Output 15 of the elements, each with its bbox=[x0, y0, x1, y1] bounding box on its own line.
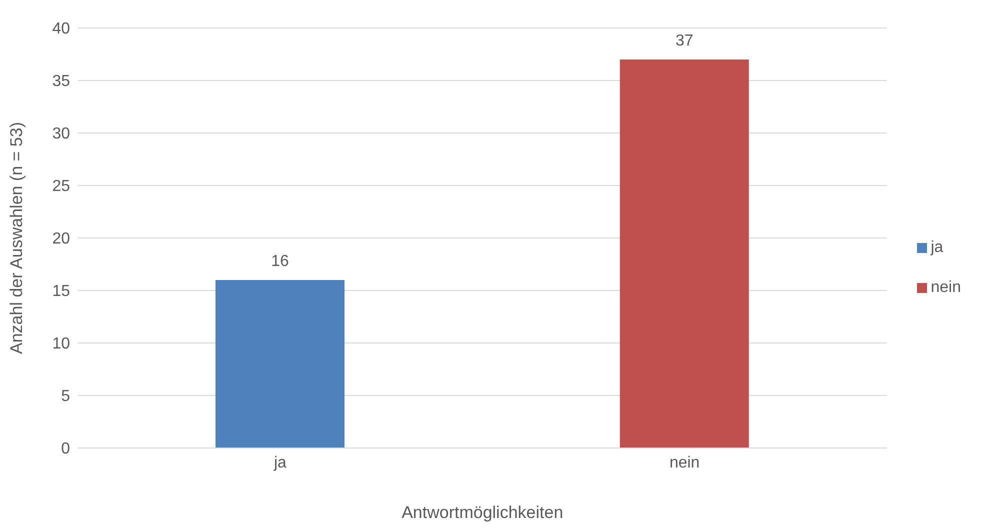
y-axis-title: Anzahl der Auswahlen (n = 53) bbox=[7, 122, 26, 354]
data-label: 37 bbox=[675, 32, 694, 50]
y-tick-label: 5 bbox=[61, 388, 70, 406]
y-tick-label: 10 bbox=[52, 336, 70, 353]
y-tick-label: 20 bbox=[52, 230, 70, 248]
y-tick-label: 25 bbox=[52, 178, 70, 196]
legend-label: nein bbox=[930, 279, 961, 296]
x-axis-title: Antwortmöglichkeiten bbox=[402, 503, 564, 522]
y-tick-label: 40 bbox=[52, 20, 70, 38]
y-tick-label: 15 bbox=[52, 283, 70, 300]
data-label: 16 bbox=[271, 253, 289, 270]
legend-label: ja bbox=[930, 239, 944, 256]
y-tick-label: 30 bbox=[52, 126, 70, 143]
y-tick-label: 35 bbox=[52, 73, 70, 90]
y-tick-label: 0 bbox=[61, 440, 70, 458]
